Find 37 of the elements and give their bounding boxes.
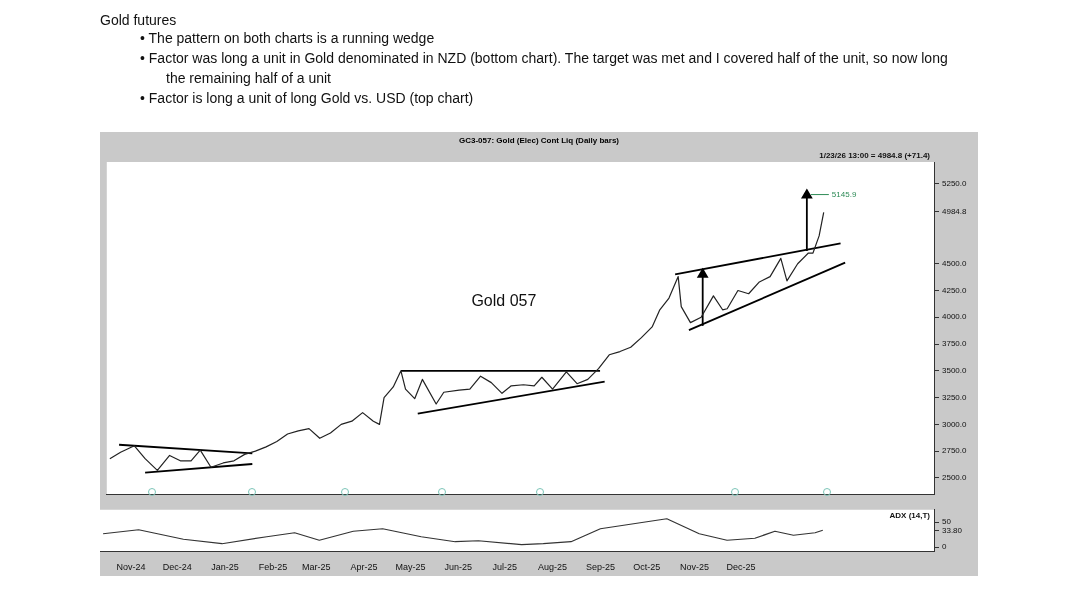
y-tick-label: 4250.0	[942, 285, 968, 295]
y-tick-label: 50	[942, 517, 952, 527]
y-tick-label: 4984.8	[942, 207, 968, 217]
x-tick-label: Aug-25	[538, 562, 568, 573]
y-tick-label: 33.80	[942, 525, 963, 535]
y-tick-label: 2500.0	[942, 473, 968, 483]
annotation: Gold 057	[471, 291, 537, 309]
x-tick-label: Dec-24	[162, 562, 192, 573]
y-tick-label: 5250.0	[942, 178, 968, 188]
x-tick-label: Mar-25	[301, 562, 331, 573]
x-tick-label: Nov-24	[116, 562, 146, 573]
x-tick-label: Feb-25	[258, 562, 288, 573]
x-tick-label: Dec-25	[726, 562, 756, 573]
y-tick-label: 3500.0	[942, 366, 968, 376]
y-tick-label: 4500.0	[942, 258, 968, 268]
x-tick-label: Jan-25	[211, 562, 239, 573]
text: • Factor was long a unit in Gold denominated in NZD (bottom chart). The target was met and I covered half of the unit, so now long the remaining half of a unit	[140, 49, 949, 88]
x-tick-label: Sep-25	[585, 562, 615, 573]
x-tick-label: Jul-25	[492, 562, 517, 573]
annotation: 5145.9	[831, 189, 857, 199]
y-tick-label: 4000.0	[942, 312, 968, 322]
text: • The pattern on both charts is a running wedge	[140, 29, 436, 48]
y-tick-label: 0	[942, 542, 947, 552]
x-tick-label: Apr-25	[350, 562, 378, 573]
y-tick-label: 3000.0	[942, 419, 968, 429]
text: 1/23/26 13:00 = 4984.8 (+71.4)	[819, 151, 931, 161]
x-tick-label: Nov-25	[680, 562, 710, 573]
text: Gold futures	[100, 12, 178, 28]
text: • Factor is long a unit of long Gold vs. USD (top chart)	[140, 89, 475, 108]
y-tick-label: 3250.0	[942, 392, 968, 402]
y-tick-label: 2750.0	[942, 446, 968, 456]
x-tick-label: Jun-25	[444, 562, 473, 573]
x-tick-label: May-25	[395, 562, 426, 573]
y-tick-label: 3750.0	[942, 339, 968, 349]
x-tick-label: Oct-25	[633, 562, 661, 573]
text: ADX (14,T)	[889, 511, 931, 520]
chart-title: GC3-057: Gold (Elec) Cont Liq (Daily bars)	[458, 135, 620, 147]
